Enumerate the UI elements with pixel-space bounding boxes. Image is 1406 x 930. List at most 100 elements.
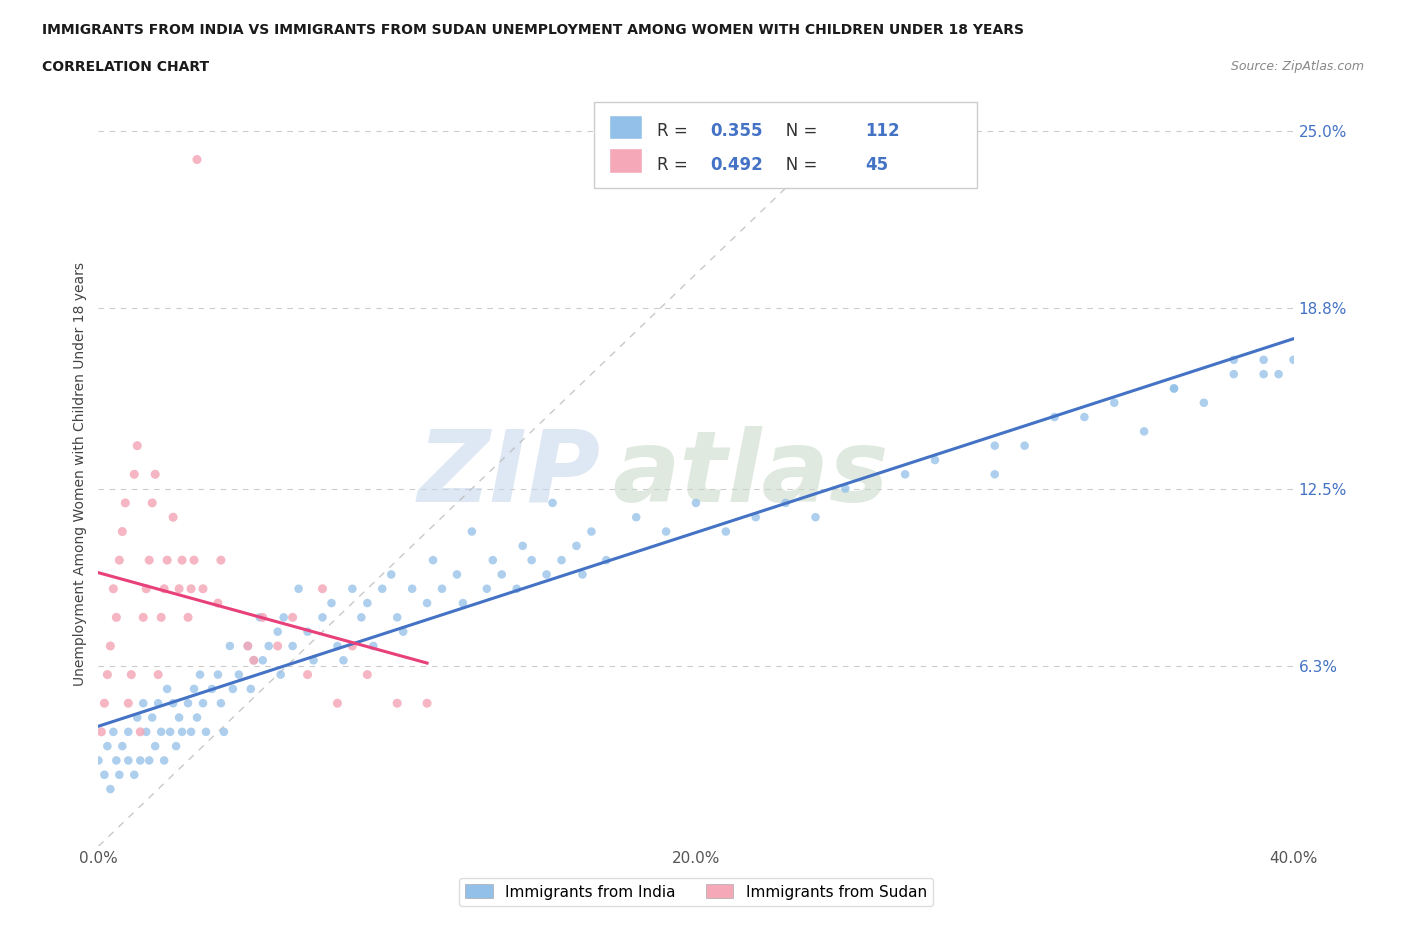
Point	[685, 496, 707, 511]
Point	[117, 696, 139, 711]
Point	[93, 767, 115, 782]
Point	[93, 696, 115, 711]
Point	[207, 595, 229, 610]
Point	[212, 724, 235, 739]
Point	[105, 753, 128, 768]
Point	[120, 667, 142, 682]
Point	[243, 653, 266, 668]
Point	[1192, 395, 1215, 410]
Point	[804, 510, 827, 525]
Point	[297, 624, 319, 639]
Point	[191, 581, 214, 596]
Point	[1014, 438, 1036, 453]
Point	[172, 552, 194, 567]
Point	[114, 496, 136, 511]
Point	[1163, 381, 1185, 396]
Point	[156, 682, 179, 697]
Point	[541, 496, 564, 511]
Point	[1163, 381, 1185, 396]
Point	[624, 510, 647, 525]
Point	[416, 595, 439, 610]
Point	[132, 696, 155, 711]
Point	[401, 581, 423, 596]
Point	[209, 552, 232, 567]
Point	[311, 610, 333, 625]
Point	[270, 667, 292, 682]
Point	[243, 653, 266, 668]
Point	[186, 153, 208, 167]
Point	[222, 682, 245, 697]
Point	[326, 696, 349, 711]
Point	[1104, 395, 1126, 410]
Point	[180, 581, 202, 596]
Point	[371, 581, 394, 596]
Text: Source: ZipAtlas.com: Source: ZipAtlas.com	[1230, 60, 1364, 73]
Point	[135, 581, 157, 596]
Point	[87, 753, 110, 768]
Point	[595, 552, 617, 567]
Point	[177, 610, 200, 625]
Point	[1282, 352, 1305, 367]
Point	[98, 639, 122, 654]
Point	[385, 696, 409, 711]
Point	[461, 525, 484, 539]
Point	[302, 653, 325, 668]
Point	[162, 510, 184, 525]
Point	[422, 552, 444, 567]
Point	[446, 567, 468, 582]
Point	[834, 481, 856, 496]
Point	[1073, 409, 1095, 424]
Point	[153, 581, 176, 596]
Point	[180, 724, 202, 739]
Point	[451, 595, 474, 610]
Point	[127, 711, 149, 725]
Point	[117, 753, 139, 768]
Point	[356, 667, 378, 682]
Point	[655, 525, 678, 539]
Point	[714, 525, 737, 539]
Point	[430, 581, 453, 596]
Point	[350, 610, 373, 625]
Point	[571, 567, 593, 582]
Point	[775, 496, 797, 511]
Point	[138, 552, 160, 567]
Point	[207, 667, 229, 682]
Point	[392, 624, 415, 639]
FancyBboxPatch shape	[609, 148, 643, 173]
Point	[228, 667, 250, 682]
Point	[745, 510, 768, 525]
Point	[167, 711, 190, 725]
Point	[127, 438, 149, 453]
Point	[194, 724, 218, 739]
Point	[257, 639, 280, 654]
Text: N =: N =	[770, 123, 823, 140]
Point	[117, 724, 139, 739]
Point	[108, 767, 131, 782]
Point	[236, 639, 259, 654]
Point	[236, 639, 259, 654]
Point	[1267, 366, 1289, 381]
Point	[201, 682, 224, 697]
Point	[512, 538, 534, 553]
Point	[297, 667, 319, 682]
Point	[332, 653, 354, 668]
Point	[148, 696, 170, 711]
Point	[162, 696, 184, 711]
Text: 112: 112	[866, 123, 900, 140]
Point	[96, 738, 118, 753]
Point	[219, 639, 242, 654]
Point	[1223, 352, 1246, 367]
Point	[267, 639, 290, 654]
Point	[183, 682, 205, 697]
Point	[129, 753, 152, 768]
Text: 45: 45	[866, 156, 889, 174]
Point	[249, 610, 271, 625]
Point	[252, 610, 274, 625]
Text: R =: R =	[657, 123, 693, 140]
Point	[281, 639, 304, 654]
Point	[983, 467, 1005, 482]
Point	[491, 567, 513, 582]
Point	[148, 667, 170, 682]
Text: IMMIGRANTS FROM INDIA VS IMMIGRANTS FROM SUDAN UNEMPLOYMENT AMONG WOMEN WITH CHI: IMMIGRANTS FROM INDIA VS IMMIGRANTS FROM…	[42, 23, 1024, 37]
Point	[105, 610, 128, 625]
